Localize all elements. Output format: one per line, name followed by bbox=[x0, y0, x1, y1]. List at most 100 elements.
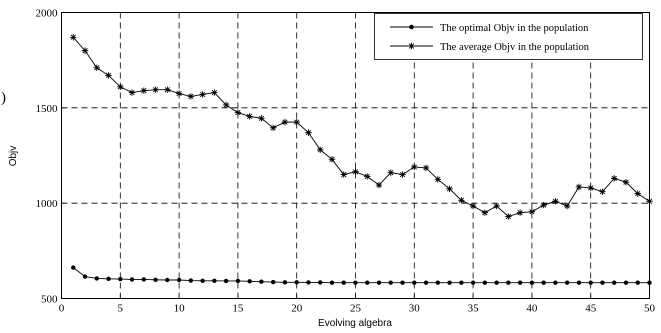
y-tick-label: 2000 bbox=[36, 8, 59, 20]
data-point-optimal bbox=[482, 280, 488, 285]
data-point-average bbox=[70, 34, 77, 41]
data-point-optimal bbox=[118, 276, 123, 282]
data-point-average bbox=[328, 156, 336, 163]
data-point-optimal bbox=[623, 280, 629, 285]
star-marker-icon bbox=[408, 42, 415, 50]
data-point-optimal bbox=[412, 280, 417, 285]
data-point-optimal bbox=[588, 280, 593, 285]
data-point-optimal bbox=[353, 280, 358, 285]
data-point-optimal bbox=[553, 280, 558, 285]
data-point-optimal bbox=[200, 278, 205, 283]
legend-box bbox=[374, 13, 643, 60]
data-point-optimal bbox=[129, 277, 135, 282]
data-point-optimal bbox=[635, 280, 640, 285]
data-point-optimal bbox=[141, 277, 147, 282]
data-point-optimal bbox=[576, 280, 582, 285]
data-point-optimal bbox=[612, 280, 617, 285]
data-point-average bbox=[152, 86, 159, 93]
data-point-optimal bbox=[341, 280, 346, 285]
data-point-optimal bbox=[212, 278, 217, 283]
data-point-average bbox=[352, 168, 359, 175]
data-point-average bbox=[481, 209, 489, 216]
x-tick-label: 50 bbox=[644, 303, 656, 315]
data-point-average bbox=[505, 213, 512, 220]
data-point-optimal bbox=[517, 280, 523, 285]
data-point-optimal bbox=[94, 276, 99, 281]
data-point-average bbox=[340, 171, 347, 178]
data-point-average bbox=[269, 124, 277, 132]
data-point-optimal bbox=[365, 280, 370, 285]
data-point-average bbox=[446, 185, 453, 193]
data-point-optimal bbox=[529, 280, 535, 285]
data-point-optimal bbox=[423, 280, 429, 285]
data-point-optimal bbox=[270, 279, 276, 285]
x-axis-title: Evolving algebra bbox=[318, 318, 392, 329]
y-tick-label: 1500 bbox=[36, 103, 59, 115]
series-line bbox=[72, 267, 650, 284]
data-point-average bbox=[634, 190, 641, 197]
data-point-optimal bbox=[506, 280, 511, 285]
data-point-optimal bbox=[541, 280, 546, 285]
data-point-optimal bbox=[494, 280, 499, 285]
x-tick-label: 10 bbox=[174, 303, 186, 315]
data-point-optimal bbox=[435, 280, 441, 285]
data-point-average bbox=[187, 93, 195, 100]
data-point-optimal bbox=[564, 280, 570, 285]
data-point-average bbox=[387, 169, 394, 176]
data-point-average bbox=[516, 209, 524, 216]
data-point-optimal bbox=[106, 276, 111, 282]
data-point-average bbox=[434, 176, 442, 183]
data-point-average bbox=[469, 202, 477, 210]
data-point-average bbox=[493, 202, 500, 210]
data-point-average bbox=[258, 115, 265, 122]
data-point-optimal bbox=[459, 280, 464, 285]
data-point-average bbox=[117, 83, 124, 91]
series-optimal bbox=[71, 265, 652, 285]
data-point-optimal bbox=[176, 277, 182, 283]
data-point-average bbox=[422, 164, 430, 172]
data-point-average bbox=[611, 175, 618, 182]
data-point-optimal bbox=[153, 277, 158, 283]
data-point-average bbox=[540, 201, 547, 209]
data-point-average bbox=[305, 129, 312, 136]
x-tick-label: 15 bbox=[232, 303, 244, 315]
legend-marker-optimal bbox=[409, 24, 414, 30]
data-point-optimal bbox=[329, 280, 335, 285]
data-point-average bbox=[399, 171, 406, 178]
data-point-optimal bbox=[235, 278, 241, 284]
data-point-average bbox=[552, 198, 559, 205]
legend-label-optimal: The optimal Objv in the population bbox=[440, 23, 589, 34]
data-point-average bbox=[199, 91, 206, 98]
data-point-average bbox=[458, 197, 465, 204]
data-point-average bbox=[364, 173, 371, 180]
data-point-optimal bbox=[82, 274, 88, 279]
data-point-optimal bbox=[388, 280, 393, 285]
plot-area bbox=[70, 34, 653, 285]
legend: The optimal Objv in the population The a… bbox=[374, 13, 643, 60]
data-point-average bbox=[164, 86, 171, 93]
data-point-optimal bbox=[259, 279, 264, 284]
data-point-average bbox=[281, 118, 289, 126]
series-average bbox=[70, 34, 653, 220]
x-tick-label: 30 bbox=[409, 303, 421, 315]
legend-marker-average bbox=[408, 42, 415, 50]
legend-label-average: The average Objv in the population bbox=[440, 42, 590, 53]
x-tick-label: 25 bbox=[350, 303, 362, 315]
data-point-optimal bbox=[400, 280, 405, 285]
data-point-average bbox=[81, 47, 89, 54]
data-point-average bbox=[375, 181, 383, 189]
x-tick-label: 40 bbox=[526, 303, 538, 315]
data-point-average bbox=[528, 208, 536, 215]
data-point-optimal bbox=[71, 265, 76, 270]
data-point-optimal bbox=[600, 280, 605, 285]
data-point-average bbox=[622, 178, 630, 186]
data-point-average bbox=[93, 64, 100, 71]
y-tick-label: 1000 bbox=[36, 198, 59, 210]
data-point-optimal bbox=[376, 280, 382, 285]
data-point-average bbox=[575, 183, 583, 191]
data-point-optimal bbox=[247, 279, 252, 284]
data-point-optimal bbox=[188, 278, 194, 283]
data-point-average bbox=[317, 146, 324, 153]
y-tick-label: 500 bbox=[41, 294, 58, 306]
data-point-optimal bbox=[165, 277, 170, 283]
